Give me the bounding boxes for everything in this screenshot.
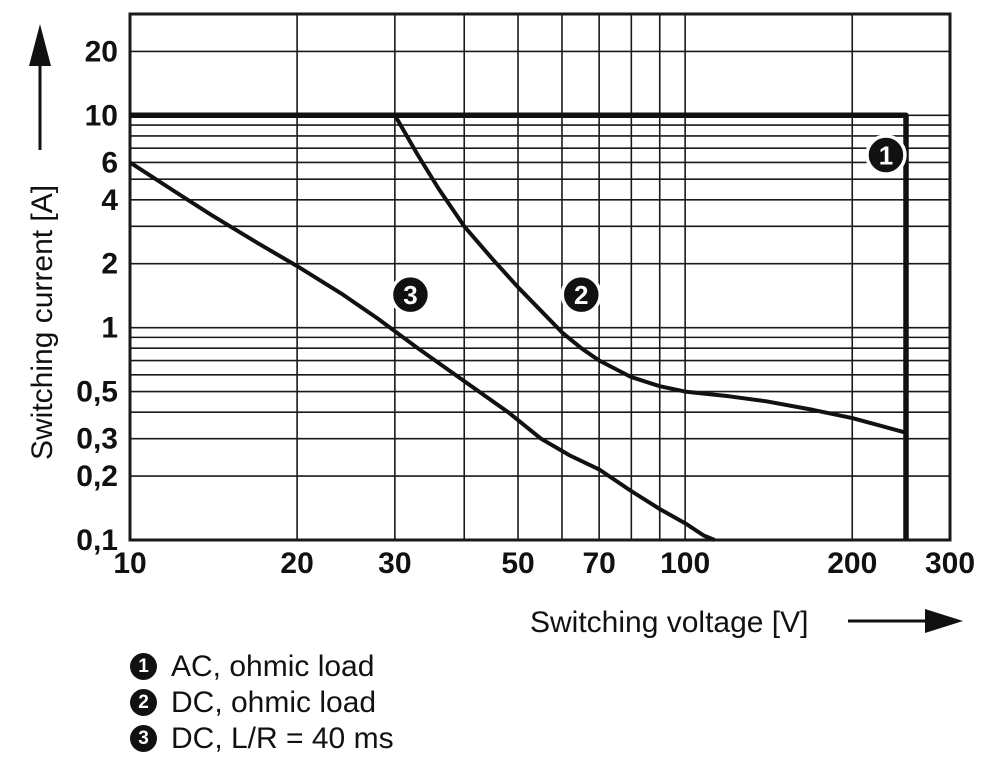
legend-label-1: AC, ohmic load: [171, 649, 375, 683]
svg-text:3: 3: [403, 280, 417, 310]
svg-text:1: 1: [101, 312, 118, 345]
svg-text:50: 50: [501, 547, 534, 580]
switching-capacity-chart: 10 20 30 50 70 100 200 300 20 10 6 4 2 1 0,5 0,3 0,2 0,1 …: [26, 12, 975, 639]
x-axis-title-group: Switching voltage [V]: [530, 606, 963, 639]
svg-text:20: 20: [280, 547, 313, 580]
svg-text:10: 10: [113, 547, 146, 580]
svg-text:0,3: 0,3: [76, 423, 118, 456]
svg-text:20: 20: [85, 35, 118, 68]
legend-item-1: 1 AC, ohmic load: [130, 649, 394, 683]
y-axis-title-group: Switching current [A]: [26, 24, 59, 460]
legend-item-3: 3 DC, L/R = 40 ms: [130, 721, 394, 755]
svg-text:30: 30: [378, 547, 411, 580]
svg-text:4: 4: [101, 184, 118, 217]
y-axis-label: Switching current [A]: [26, 185, 59, 460]
svg-text:100: 100: [660, 547, 710, 580]
curve-number-badges: 1 2 3: [389, 134, 907, 316]
svg-text:200: 200: [827, 547, 877, 580]
svg-text:0,5: 0,5: [76, 376, 118, 409]
legend-label-3: DC, L/R = 40 ms: [171, 721, 394, 755]
chart-canvas: 10 20 30 50 70 100 200 300201064210,50,30,20,1 …: [26, 12, 975, 639]
y-axis-arrow-icon: [29, 24, 51, 150]
x-axis-arrow-icon: [848, 609, 963, 633]
svg-text:300: 300: [925, 547, 975, 580]
legend-label-2: DC, ohmic load: [171, 685, 377, 719]
legend-item-2: 2 DC, ohmic load: [130, 685, 394, 719]
legend-badge-1-icon: 1: [130, 653, 157, 680]
svg-text:10: 10: [85, 99, 118, 132]
svg-text:0,1: 0,1: [76, 524, 118, 557]
svg-text:1: 1: [879, 141, 893, 171]
svg-text:2: 2: [574, 280, 588, 310]
svg-text:6: 6: [101, 146, 118, 179]
data-curves: [128, 112, 909, 542]
legend-badge-3-icon: 3: [130, 725, 157, 752]
svg-text:70: 70: [582, 547, 615, 580]
legend-badge-2-icon: 2: [130, 689, 157, 716]
svg-text:2: 2: [101, 248, 118, 281]
grid-lines: [128, 12, 952, 542]
legend: 1 AC, ohmic load 2 DC, ohmic load 3 DC, …: [130, 649, 394, 755]
x-axis-label: Switching voltage [V]: [530, 606, 808, 639]
svg-text:0,2: 0,2: [76, 460, 118, 493]
tick-labels: 10 20 30 50 70 100 200 300 20 10 6 4 2 1 0,5 0,3 0,2 0,1: [76, 35, 975, 580]
